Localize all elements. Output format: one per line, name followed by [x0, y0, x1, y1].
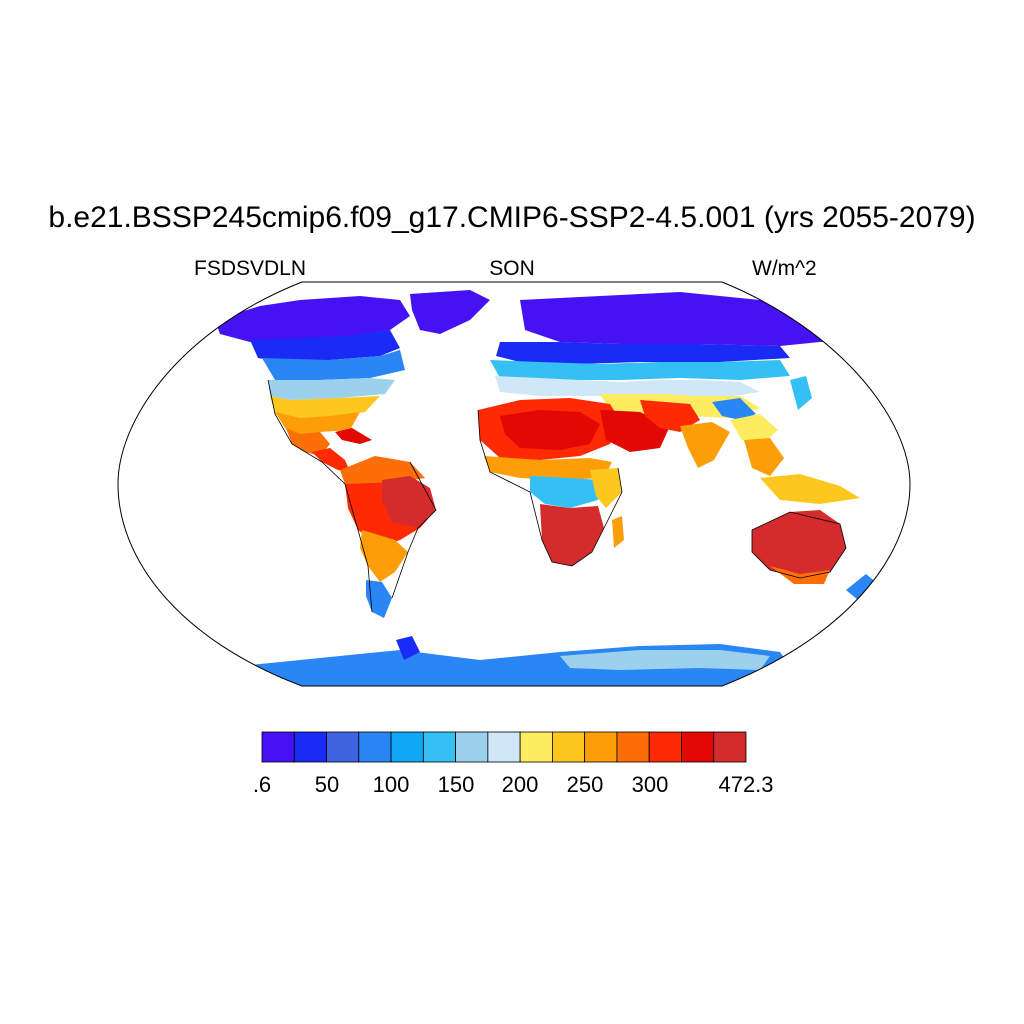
new-zealand — [846, 574, 878, 600]
colorbar-tick-label: 150 — [438, 772, 475, 797]
eurasia-mid — [490, 360, 790, 380]
colorbar-tick-label: 300 — [632, 772, 669, 797]
central-america — [312, 448, 350, 472]
australia — [752, 510, 846, 578]
colorbar-box — [713, 731, 747, 763]
india — [680, 422, 730, 468]
usa-north — [268, 378, 395, 400]
china-south — [730, 414, 778, 446]
antarctic-peninsula — [396, 636, 420, 660]
map-border — [117, 281, 911, 687]
units-label: W/m^2 — [752, 257, 817, 280]
eurasia-arctic — [520, 292, 840, 346]
colorbar-box — [519, 731, 553, 763]
colorbar-box — [358, 731, 392, 763]
plot-title: b.e21.BSSP245cmip6.f09_g17.CMIP6-SSP2-4.… — [48, 201, 976, 234]
sahel — [484, 456, 612, 480]
greenland — [410, 290, 490, 334]
land-field — [215, 290, 878, 686]
patagonia — [366, 580, 392, 618]
maritime-continent — [760, 474, 860, 504]
colorbar-box — [681, 731, 715, 763]
japan — [790, 376, 812, 410]
equatorial-africa — [530, 476, 600, 508]
east-africa — [590, 468, 622, 508]
tibet — [712, 398, 756, 420]
colorbar-box — [648, 731, 682, 763]
persia — [640, 400, 700, 432]
canada-mid — [250, 330, 400, 362]
colorbar-tick-label: 50 — [315, 772, 339, 797]
madagascar — [612, 516, 624, 548]
colorbar-box — [584, 731, 618, 763]
caribbean — [335, 428, 372, 444]
colorbar-box — [616, 731, 650, 763]
colorbar-box — [261, 731, 295, 763]
canada-south — [262, 350, 405, 380]
antarctica-interior — [560, 650, 770, 670]
colorbar-tick-label: 472.3 — [718, 772, 773, 797]
season-label: SON — [489, 257, 535, 280]
colorbar-tick-label: 100 — [373, 772, 410, 797]
colorbar-box — [455, 731, 489, 763]
colorbar-box — [487, 731, 521, 763]
colorbar-box — [552, 731, 586, 763]
europe-south — [495, 376, 760, 398]
usa-south — [275, 412, 360, 436]
north-america-arctic — [215, 296, 410, 342]
colorbar-tick-label: .6 — [253, 772, 271, 797]
brazil-east — [382, 476, 436, 528]
colorbar-box — [390, 731, 424, 763]
south-america-south — [360, 530, 408, 582]
sahara-core — [500, 410, 600, 450]
australia-south-coast — [770, 566, 830, 584]
mexico — [286, 428, 330, 456]
colorbar-tick-label: 250 — [567, 772, 604, 797]
variable-label: FSDSVDLN — [194, 257, 307, 280]
southeast-asia — [744, 438, 784, 476]
colorbar-box — [326, 731, 360, 763]
colorbar-box — [422, 731, 457, 763]
colorbar-box — [293, 731, 327, 763]
colorbar-tick-label: 200 — [502, 772, 539, 797]
coastlines — [267, 379, 847, 613]
eurasia-north — [496, 342, 790, 364]
southern-africa — [540, 504, 604, 566]
